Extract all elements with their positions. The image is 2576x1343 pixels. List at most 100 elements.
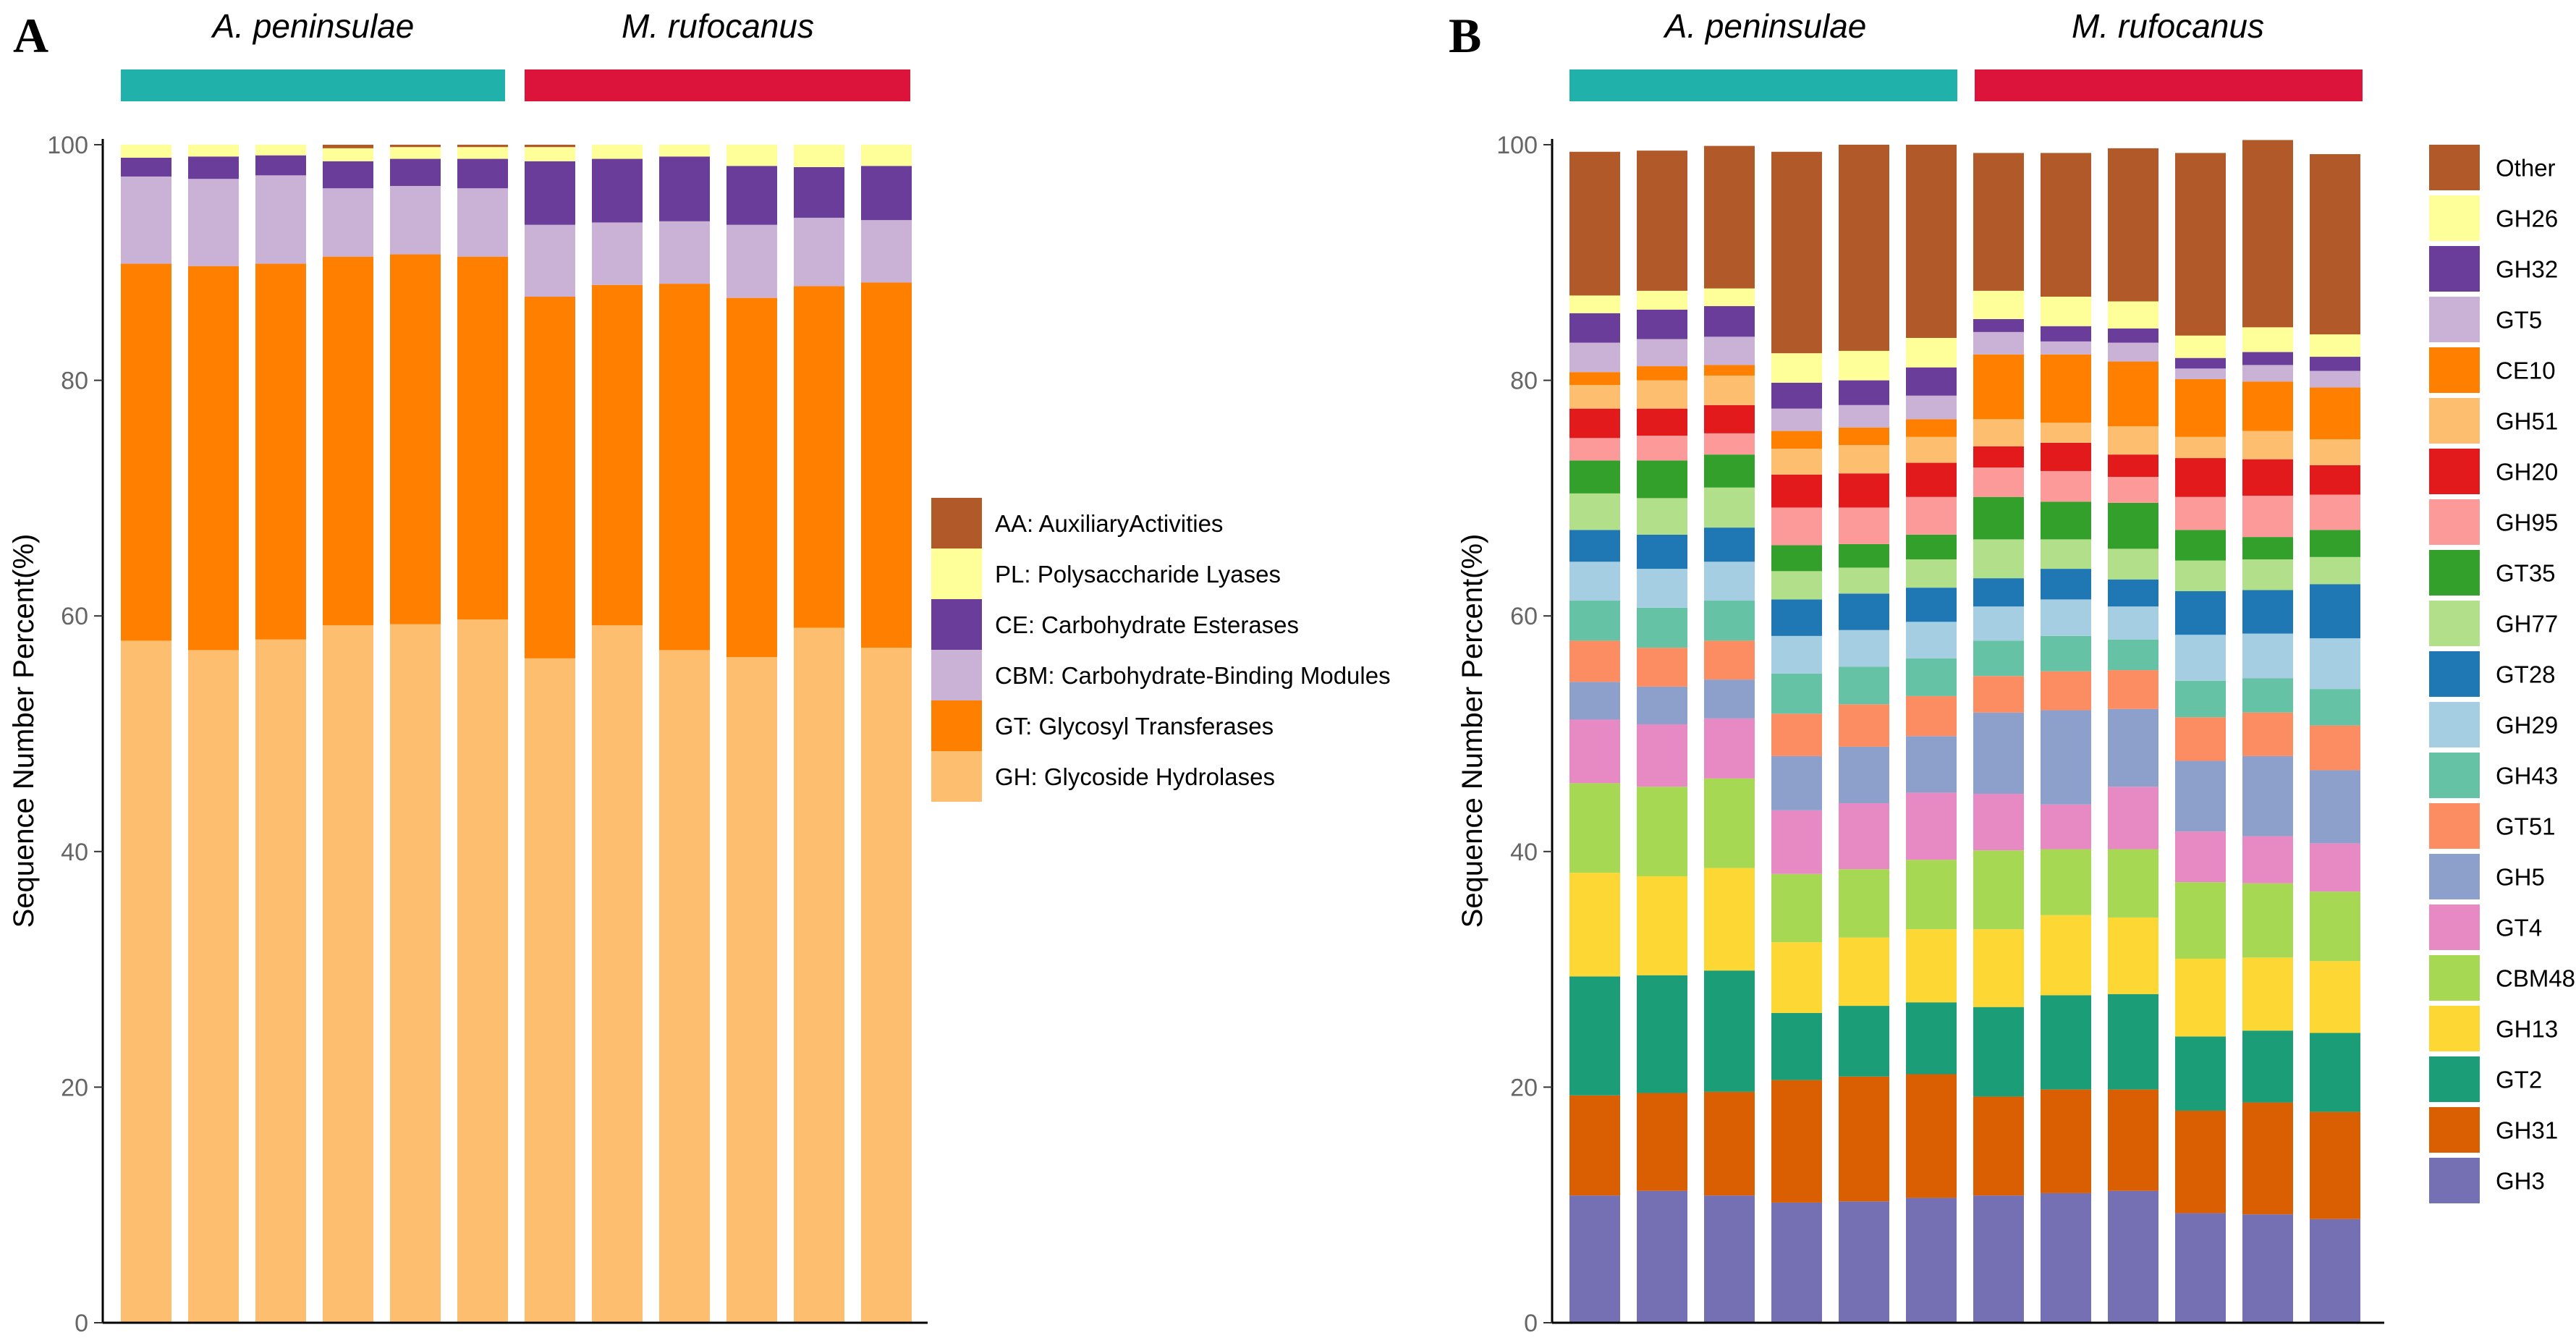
panel-b-bar-3-segment-3 — [1704, 970, 1755, 1092]
panel-b-legend-swatch-17 — [2429, 347, 2480, 393]
panel-b-bar-3-segment-7 — [1704, 679, 1755, 719]
panel-b-y-tick-label-0: 0 — [1524, 1310, 1538, 1337]
panel-b-bar-7-segment-1 — [1973, 1195, 2024, 1323]
panel-a-bar-4-segment-3 — [323, 188, 373, 257]
panel-b-bar-3-segment-11 — [1704, 528, 1755, 562]
panel-b-bar-9-segment-3 — [2108, 994, 2158, 1090]
panel-a-bar-9-segment-4 — [659, 156, 710, 221]
panel-a-bar-12-segment-3 — [861, 220, 912, 283]
panel-b-group-band-1 — [1569, 69, 1957, 101]
panel-b-bar-12-segment-19 — [2310, 357, 2360, 371]
panel-b-bar-5-segment-20 — [1839, 350, 1889, 381]
panel-b-bar-10-segment-1 — [2175, 1213, 2226, 1323]
panel-b-bar-11-segment-21 — [2242, 140, 2293, 328]
panel-a-y-tick-label-2: 40 — [61, 839, 88, 866]
panel-b-legend-label-17: CE10 — [2496, 357, 2556, 384]
panel-a-y-tick-label-5: 100 — [47, 132, 88, 159]
panel-a-y-tick-label-3: 60 — [61, 603, 88, 630]
panel-b-legend-label-5: CBM48 — [2496, 965, 2575, 992]
panel-a-bar-11-segment-2 — [794, 286, 844, 628]
panel-b-bar-2-segment-21 — [1637, 151, 1687, 291]
panel-a-bar-1-segment-1 — [121, 640, 171, 1323]
panel-b-bar-12-segment-9 — [2310, 689, 2360, 726]
panel-b-bar-2-segment-13 — [1637, 460, 1687, 499]
panel-a-bar-1-segment-5 — [121, 145, 171, 158]
panel-b-bar-8-segment-6 — [2041, 804, 2091, 850]
panel-a-bar-7-segment-4 — [525, 161, 575, 225]
panel-a-bar-3-segment-5 — [255, 145, 306, 156]
panel-a-bar-2-segment-1 — [188, 650, 239, 1323]
panel-a-bar-4-segment-1 — [323, 625, 373, 1323]
panel-b-bar-3-segment-1 — [1704, 1195, 1755, 1323]
panel-b-bar-9-segment-15 — [2108, 454, 2158, 478]
panel-b-bar-10-segment-10 — [2175, 635, 2226, 681]
panel-b-bar-2-segment-15 — [1637, 408, 1687, 436]
panel-b-bar-4-segment-6 — [1771, 810, 1822, 874]
panel-b-bar-7-segment-18 — [1973, 331, 2024, 355]
panel-b-legend-swatch-13 — [2429, 550, 2480, 596]
panel-b-bar-10-segment-21 — [2175, 153, 2226, 336]
panel-b-y-tick-label-2: 40 — [1510, 839, 1538, 866]
panel-b-bar-8-segment-1 — [2041, 1192, 2091, 1323]
panel-b-bar-2-segment-17 — [1637, 366, 1687, 381]
panel-b-legend-label-18: GT5 — [2496, 307, 2542, 334]
panel-b-bar-5-segment-16 — [1839, 445, 1889, 474]
panel-b-bar-4-segment-17 — [1771, 431, 1822, 449]
panel-b-bar-10-segment-12 — [2175, 560, 2226, 592]
panel-b-bar-2-segment-12 — [1637, 498, 1687, 535]
panel-b-legend-label-3: GT2 — [2496, 1067, 2542, 1093]
panel-a-bar-7-segment-3 — [525, 224, 575, 297]
panel-b-bar-12-segment-3 — [2310, 1033, 2360, 1112]
panel-a-bar-10-segment-2 — [726, 297, 777, 658]
panel-b-bar-1-segment-3 — [1569, 976, 1620, 1096]
panel-b-bar-3-segment-10 — [1704, 562, 1755, 601]
panel-b-bar-7-segment-11 — [1973, 578, 2024, 607]
panel-b-bar-4-segment-2 — [1771, 1080, 1822, 1203]
panel-b-letter: B — [1449, 8, 1481, 63]
panel-b-bar-6-segment-20 — [1906, 337, 1957, 368]
panel-b-legend-label-16: GH51 — [2496, 408, 2558, 435]
panel-b-bar-9-segment-8 — [2108, 670, 2158, 709]
panel-b-bar-3-segment-4 — [1704, 868, 1755, 971]
panel-a-bar-11-segment-3 — [794, 217, 844, 287]
panel-b-bar-1-segment-7 — [1569, 682, 1620, 720]
panel-a-legend-label-5: PL: Polysaccharide Lyases — [995, 561, 1281, 588]
panel-b-bar-7-segment-6 — [1973, 794, 2024, 851]
panel-a-bar-2-segment-3 — [188, 179, 239, 266]
panel-b-bar-6-segment-8 — [1906, 695, 1957, 737]
panel-b-bar-10-segment-18 — [2175, 368, 2226, 379]
panel-b-bar-6-segment-2 — [1906, 1074, 1957, 1198]
panel-a-group-band-2 — [525, 69, 910, 101]
panel-a-bar-2-segment-4 — [188, 156, 239, 179]
panel-b-bar-1-segment-5 — [1569, 783, 1620, 873]
panel-b-bar-5-segment-4 — [1839, 937, 1889, 1007]
panel-b-legend-swatch-4 — [2429, 1006, 2480, 1051]
panel-b-bar-8-segment-19 — [2041, 326, 2091, 342]
panel-b-legend-label-21: Other — [2496, 155, 2556, 182]
panel-a-bar-11-segment-4 — [794, 166, 844, 218]
panel-b-bar-4-segment-7 — [1771, 755, 1822, 810]
panel-b-bar-10-segment-4 — [2175, 958, 2226, 1037]
panel-a-bar-7-segment-2 — [525, 297, 575, 658]
panel-b-bar-11-segment-15 — [2242, 459, 2293, 496]
panel-a-legend-swatch-6 — [931, 498, 982, 548]
panel-b-bar-8-segment-18 — [2041, 341, 2091, 355]
panel-b-bar-4-segment-1 — [1771, 1202, 1822, 1323]
panel-b-legend-swatch-1 — [2429, 1158, 2480, 1203]
panel-b-bar-1-segment-17 — [1569, 372, 1620, 386]
panel-b-legend-label-8: GT51 — [2496, 813, 2556, 840]
panel-b-bar-11-segment-5 — [2242, 883, 2293, 958]
panel-b-bar-1-segment-20 — [1569, 295, 1620, 313]
panel-b-bar-9-segment-21 — [2108, 148, 2158, 302]
panel-b-legend-label-11: GT28 — [2496, 661, 2556, 688]
panel-b-bar-8-segment-11 — [2041, 569, 2091, 600]
panel-b-bar-3-segment-5 — [1704, 778, 1755, 868]
panel-b-legend-swatch-16 — [2429, 398, 2480, 444]
panel-a-bar-1-segment-2 — [121, 263, 171, 641]
panel-b-bar-8-segment-3 — [2041, 995, 2091, 1090]
panel-b-bar-5-segment-7 — [1839, 746, 1889, 804]
panel-a-bar-9-segment-3 — [659, 221, 710, 284]
panel-a-bar-4-segment-2 — [323, 256, 373, 626]
panel-b-bar-6-segment-15 — [1906, 462, 1957, 497]
panel-b-y-tick-label-3: 60 — [1510, 603, 1538, 630]
